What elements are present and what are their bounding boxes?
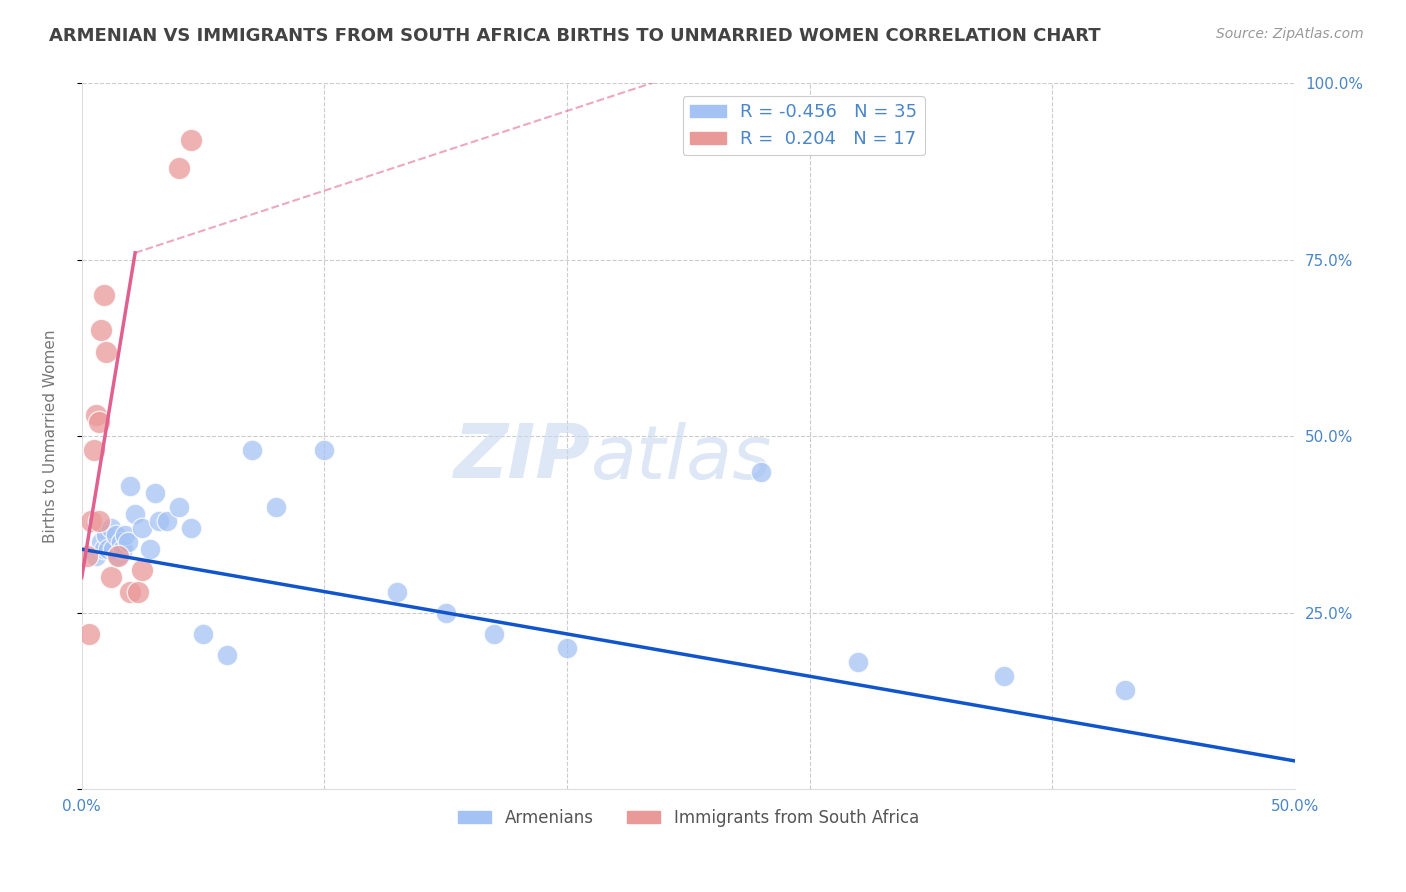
Point — [93, 542, 115, 557]
Point — [131, 521, 153, 535]
Point — [148, 514, 170, 528]
Point — [114, 528, 136, 542]
Point — [117, 535, 139, 549]
Point — [156, 514, 179, 528]
Point — [103, 542, 125, 557]
Point — [240, 443, 263, 458]
Point — [131, 563, 153, 577]
Point — [846, 655, 869, 669]
Point — [84, 408, 107, 422]
Text: ZIP: ZIP — [454, 421, 592, 494]
Point — [83, 443, 105, 458]
Point — [107, 549, 129, 564]
Point — [180, 133, 202, 147]
Point — [180, 521, 202, 535]
Text: ARMENIAN VS IMMIGRANTS FROM SOUTH AFRICA BIRTHS TO UNMARRIED WOMEN CORRELATION C: ARMENIAN VS IMMIGRANTS FROM SOUTH AFRICA… — [49, 27, 1101, 45]
Point — [76, 549, 98, 564]
Point — [138, 542, 160, 557]
Point — [434, 606, 457, 620]
Point — [90, 535, 112, 549]
Point — [84, 549, 107, 564]
Point — [555, 641, 578, 656]
Point — [94, 344, 117, 359]
Text: atlas: atlas — [592, 422, 773, 493]
Point — [484, 627, 506, 641]
Point — [80, 514, 103, 528]
Point — [104, 528, 127, 542]
Point — [100, 521, 122, 535]
Point — [167, 500, 190, 514]
Point — [387, 584, 409, 599]
Point — [111, 542, 134, 557]
Point — [90, 323, 112, 337]
Point — [264, 500, 287, 514]
Point — [100, 570, 122, 584]
Point — [191, 627, 214, 641]
Point — [120, 479, 142, 493]
Point — [87, 415, 110, 429]
Point — [749, 465, 772, 479]
Point — [993, 669, 1015, 683]
Text: Source: ZipAtlas.com: Source: ZipAtlas.com — [1216, 27, 1364, 41]
Point — [314, 443, 336, 458]
Point — [97, 542, 120, 557]
Y-axis label: Births to Unmarried Women: Births to Unmarried Women — [44, 329, 58, 543]
Point — [143, 485, 166, 500]
Point — [1114, 683, 1136, 698]
Point — [127, 584, 149, 599]
Point — [167, 161, 190, 175]
Point — [94, 528, 117, 542]
Legend: Armenians, Immigrants from South Africa: Armenians, Immigrants from South Africa — [451, 803, 925, 834]
Point — [93, 288, 115, 302]
Point — [107, 549, 129, 564]
Point — [87, 514, 110, 528]
Point — [110, 535, 132, 549]
Point — [77, 627, 100, 641]
Point — [124, 507, 146, 521]
Point — [120, 584, 142, 599]
Point — [217, 648, 239, 662]
